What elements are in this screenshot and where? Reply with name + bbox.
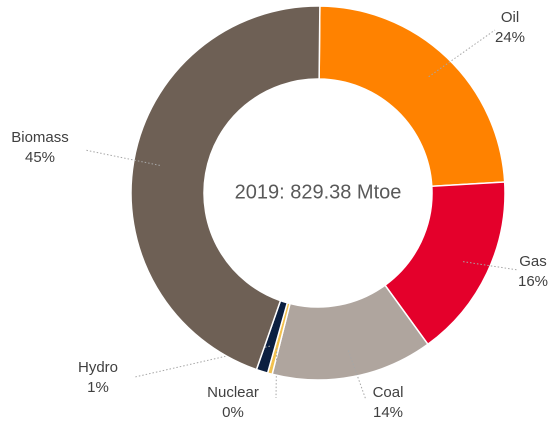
slice-value-label: 24% xyxy=(495,29,525,46)
slice-label: Gas xyxy=(519,253,547,270)
leader-line xyxy=(275,348,278,399)
slice-label: Hydro xyxy=(78,359,118,376)
slice-value-label: 14% xyxy=(373,404,403,421)
slice-label: Nuclear xyxy=(207,384,259,401)
slice-label: Oil xyxy=(501,9,519,26)
donut-slice xyxy=(318,5,506,188)
slice-value-label: 45% xyxy=(25,149,55,166)
slice-value-label: 1% xyxy=(87,379,109,396)
leader-line xyxy=(428,29,496,78)
slice-label: Coal xyxy=(373,384,404,401)
slice-value-label: 16% xyxy=(518,273,548,290)
donut-slice xyxy=(130,5,321,371)
center-label: 2019: 829.38 Mtoe xyxy=(235,181,402,203)
slice-label: Biomass xyxy=(11,129,69,146)
leader-line xyxy=(463,261,519,271)
leader-line xyxy=(84,149,160,166)
slice-value-label: 0% xyxy=(222,404,244,421)
